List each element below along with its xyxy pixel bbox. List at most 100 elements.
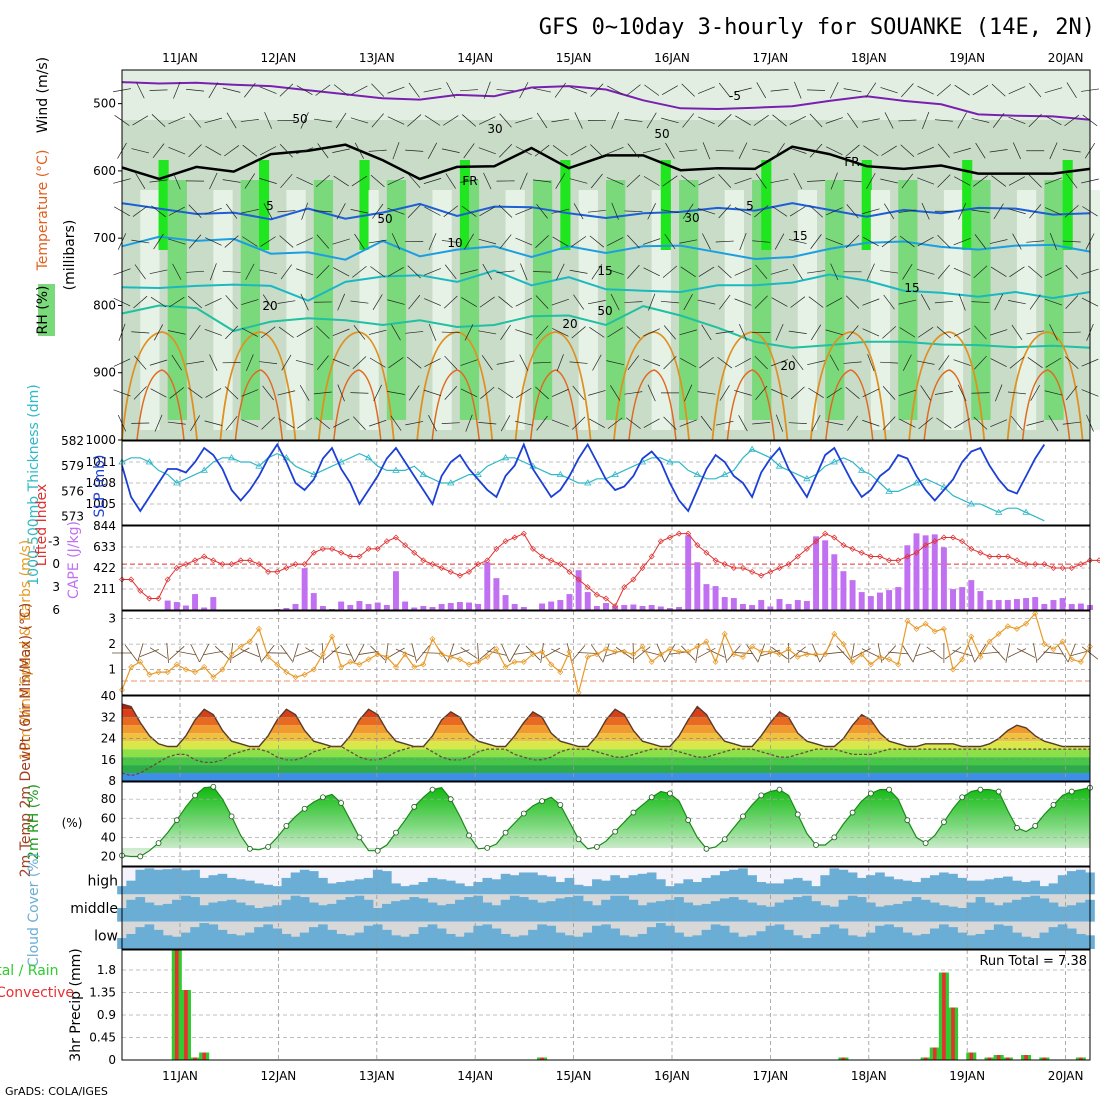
rh-marker <box>794 811 801 818</box>
wind-speed-marker <box>1023 620 1030 627</box>
wind-barb <box>333 267 350 277</box>
wind-barb <box>259 86 277 94</box>
cloud-cell <box>993 877 1004 895</box>
rh-marker <box>502 829 509 836</box>
wind-barb <box>936 417 952 429</box>
wind-barb <box>296 268 314 276</box>
cape-axis-label: CAPE (J/kg) <box>66 521 82 599</box>
lifted-index-marker <box>210 557 217 564</box>
wind-barb <box>771 297 788 307</box>
wind-barb <box>515 117 533 124</box>
isotherm-30-arc <box>431 369 480 441</box>
wind-speed-marker <box>502 664 509 670</box>
cape-bar <box>740 604 746 610</box>
surface-wind-barb <box>811 643 821 663</box>
wind-barb <box>700 415 713 431</box>
cloud-cell <box>893 879 904 895</box>
run-total-label: Run Total = 7.38 <box>979 954 1087 969</box>
wind-barb <box>1012 233 1022 250</box>
wind-tick-label: 2 <box>108 637 116 651</box>
precip-convective-bar <box>540 1057 544 1060</box>
cloud-cell <box>1030 880 1041 895</box>
li-tick-label: 0 <box>52 557 60 571</box>
rh-marker <box>849 809 856 816</box>
wind-barb <box>647 384 656 402</box>
rh-cell <box>797 190 808 430</box>
wind-barb <box>624 119 643 122</box>
wind-barb <box>277 300 296 304</box>
wind-barb <box>898 389 917 397</box>
cloud-cell <box>409 884 420 895</box>
cloud-cell <box>318 877 328 895</box>
lifted-index-marker <box>255 561 262 568</box>
wind-barb <box>205 145 222 156</box>
lifted-index-marker <box>685 530 692 537</box>
lifted-index-marker <box>265 568 272 575</box>
surface-wind-barb <box>1033 643 1038 663</box>
cloud-cell <box>418 927 429 949</box>
wind-barb <box>370 174 385 188</box>
cloud-cell <box>382 871 392 895</box>
footer-credit: GrADS: COLA/IGES <box>5 1085 108 1098</box>
cloud-cell <box>263 924 273 949</box>
wind-barb <box>809 204 823 218</box>
wind-barb <box>427 142 438 159</box>
cape-bar <box>803 601 810 610</box>
wind-barb <box>590 173 603 189</box>
wind-speed-marker <box>904 618 911 625</box>
wind-barb <box>606 360 624 366</box>
rh-marker <box>192 792 198 799</box>
precip-convective-bar <box>923 1057 928 1060</box>
wind-barb <box>1011 324 1023 341</box>
wind-barb <box>222 179 241 183</box>
wind-barb <box>208 82 219 99</box>
cloud-cell <box>829 906 840 922</box>
isotherm-line <box>121 143 1091 181</box>
thickness-marker <box>967 500 975 507</box>
wind-barb <box>350 300 369 304</box>
cloud-cell <box>491 905 502 922</box>
wind-barb <box>168 116 186 125</box>
cloud-cell <box>1057 924 1068 949</box>
cloud-cell <box>537 902 547 922</box>
cape-bar <box>986 600 993 610</box>
lifted-index-marker <box>803 545 810 552</box>
cloud-cell <box>427 924 438 949</box>
lifted-index-marker <box>237 557 244 564</box>
thickness-marker <box>666 458 674 465</box>
wind-speed-marker <box>794 653 801 660</box>
wind-barb <box>515 387 532 398</box>
cape-bar <box>1077 603 1084 610</box>
wind-barb <box>829 354 839 371</box>
wind-barb <box>606 147 624 155</box>
wind-barb <box>446 82 456 99</box>
wind-tick-label: 3 <box>108 612 116 626</box>
wind-barb <box>1029 83 1042 98</box>
lifted-index-marker <box>128 576 135 583</box>
lifted-index-marker <box>246 557 253 564</box>
wind-barb <box>610 293 620 311</box>
wind-barb <box>500 415 511 432</box>
thickness-marker <box>227 454 236 461</box>
wind-barb <box>624 301 643 303</box>
wind-barb <box>916 269 935 275</box>
lifted-index-marker <box>858 549 865 556</box>
wind-speed-marker <box>867 661 874 668</box>
wind-barb <box>277 210 296 213</box>
cloud-cell <box>482 924 493 949</box>
li-tick-label: 3 <box>52 580 60 594</box>
wind-speed-marker <box>420 661 427 668</box>
top-date-label: 16JAN <box>654 51 690 65</box>
contour-label: 50 <box>654 127 669 141</box>
wind-barb <box>1064 356 1079 370</box>
rh-cell <box>980 180 991 420</box>
wind-barb <box>715 330 734 334</box>
wind-barb <box>847 415 859 431</box>
lifted-index-marker <box>146 595 153 602</box>
thickness-marker <box>364 454 373 461</box>
wind-barb <box>663 356 677 370</box>
rh-marker <box>210 783 217 790</box>
cloud-cell <box>345 935 356 949</box>
cloud-cell <box>802 880 812 895</box>
wind-barb <box>315 417 331 430</box>
